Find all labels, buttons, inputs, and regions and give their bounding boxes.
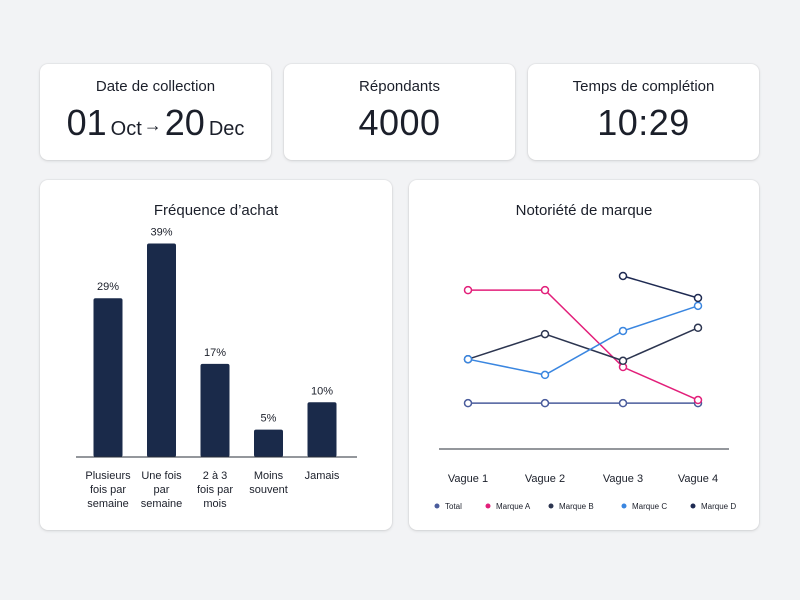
series-line-2	[467, 327, 699, 362]
line-chart-card: Notoriété de marque Vague 1 Vague 2 Vague …	[409, 180, 759, 530]
legend-marker	[690, 503, 696, 509]
start-day: 01	[66, 102, 107, 143]
line-x-tick-label: Vague 1	[448, 473, 488, 485]
kpi-card-dates: Date de collection 01 Oct →20 Dec	[40, 64, 271, 160]
legend-marker	[548, 503, 554, 509]
kpi-card-completion: Temps de complétion 10:29	[528, 64, 759, 160]
series-point	[540, 370, 550, 380]
series-point	[463, 398, 473, 408]
kpi-completion-title: Temps de complétion	[572, 78, 715, 95]
legend-label: Marque A	[496, 502, 531, 511]
end-month: Dec	[208, 118, 245, 140]
legend-label: Marque B	[559, 502, 594, 511]
series-point	[693, 323, 703, 333]
line-chart: Vague 1 Vague 2 Vague 3 Vague 4 Total Marque …	[434, 271, 736, 511]
series-line-4	[622, 275, 699, 299]
series-point	[618, 398, 628, 408]
kpi-completion-value: 10:29	[597, 102, 690, 143]
legend-label: Marque D	[701, 502, 736, 511]
bar-category-label: Une fois par semaine	[141, 470, 183, 510]
bar-category-label: Plusieurs fois par semaine	[85, 470, 131, 510]
bar-0	[93, 298, 123, 457]
bar-value-label: 29%	[97, 281, 119, 293]
legend-marker	[434, 503, 440, 509]
series-point	[693, 301, 703, 311]
series-point	[693, 293, 703, 303]
series-point	[618, 356, 628, 366]
kpi-dates-value: 01 Oct →20 Dec	[40, 102, 271, 144]
legend-marker	[485, 503, 491, 509]
series-point	[618, 326, 628, 336]
bar-value-label: 39%	[150, 226, 172, 238]
series-point	[540, 285, 550, 295]
series-point	[540, 329, 550, 339]
bar-2	[200, 363, 230, 457]
end-day: 20	[164, 102, 205, 143]
arrow-right-icon: →	[143, 115, 162, 135]
bar-value-label: 10%	[311, 385, 333, 397]
bar-4	[307, 402, 337, 457]
bar-3	[254, 429, 283, 457]
series-line-3	[467, 305, 699, 376]
bar-category-label: Moins souvent	[249, 470, 288, 496]
bar-chart-title: Fréquence d’achat	[153, 202, 279, 219]
series-point	[618, 271, 628, 281]
legend-label: Marque C	[632, 502, 667, 511]
series-point	[693, 395, 703, 405]
bar-chart-card: Fréquence d’achat 29% Plusieurs fois par se…	[40, 180, 392, 530]
series-line-1	[468, 289, 699, 401]
series-point	[463, 285, 473, 295]
bar-category-label: Jamais	[305, 470, 340, 482]
series-point	[540, 398, 550, 408]
kpi-respondents-value: 4000	[358, 102, 441, 143]
legend-label: Total	[445, 502, 462, 511]
bar-value-label: 5%	[261, 413, 277, 425]
bar-chart: 29% Plusieurs fois par semaine 39% Une fois pa…	[76, 226, 357, 510]
series-point	[463, 354, 473, 364]
kpi-card-respondents: Répondants 4000	[284, 64, 515, 160]
kpi-respondents-title: Répondants	[359, 78, 440, 95]
line-x-tick-label: Vague 2	[525, 473, 565, 485]
line-x-tick-label: Vague 4	[678, 473, 718, 485]
line-x-tick-label: Vague 3	[603, 473, 643, 485]
start-month: Oct	[110, 118, 142, 140]
bar-1	[147, 243, 176, 457]
bar-value-label: 17%	[204, 347, 226, 359]
legend-marker	[621, 503, 627, 509]
kpi-dates-title: Date de collection	[95, 78, 216, 95]
bar-category-label: 2 à 3 fois par mois	[197, 470, 233, 510]
line-chart-title: Notoriété de marque	[515, 202, 653, 219]
